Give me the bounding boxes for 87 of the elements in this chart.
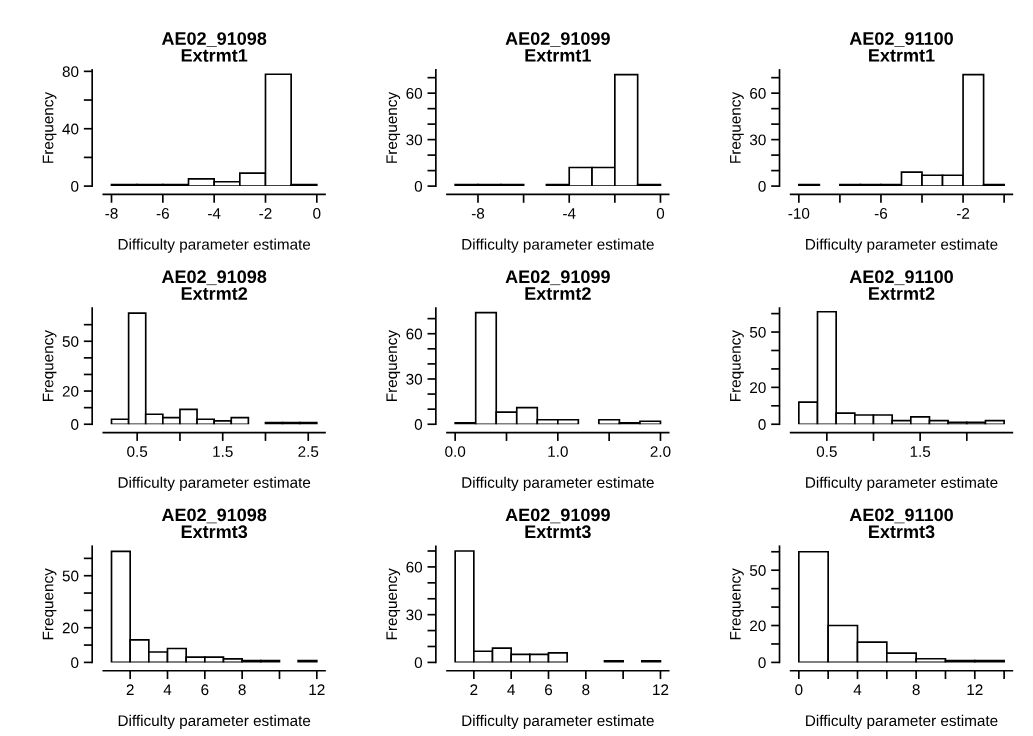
x-axis-title: Difficulty parameter estimate — [806, 476, 998, 491]
y-tick-label: 20 — [62, 622, 79, 634]
x-tick-label: 4 — [163, 684, 172, 695]
y-tick-label: 60 — [406, 561, 423, 573]
x-tick-label: -4 — [208, 208, 221, 219]
x-tick-label: 8 — [238, 684, 246, 696]
y-tick-label: 0 — [414, 180, 423, 192]
y-axis-title: Frequency — [730, 91, 744, 163]
y-tick-label: 50 — [749, 565, 766, 576]
x-tick-label: 0.0 — [445, 446, 466, 457]
y-tick-label: 0 — [71, 657, 79, 669]
x-tick-label: 4 — [507, 684, 515, 695]
y-axis-title: Frequency — [386, 91, 401, 163]
chart-title: AE02_91099 Extrmt2 — [505, 270, 610, 300]
y-tick-label: 30 — [406, 373, 423, 385]
y-tick-label: 30 — [406, 609, 423, 621]
y-tick-label: 0 — [71, 419, 79, 430]
x-tick-label: 0.5 — [816, 446, 837, 457]
x-axis-title: Difficulty parameter estimate — [462, 714, 654, 730]
x-tick-label: 12 — [653, 684, 669, 695]
x-tick-label: 12 — [309, 684, 325, 695]
y-axis-title: Frequency — [730, 330, 744, 401]
x-tick-label: -2 — [956, 208, 970, 219]
y-tick-label: 20 — [750, 382, 766, 394]
x-tick-label: 4 — [853, 684, 862, 695]
chart-title: AE02_91098 Extrmt1 — [161, 32, 267, 62]
y-tick-label: 0 — [414, 657, 423, 669]
x-tick-label: 1.5 — [910, 446, 931, 457]
y-axis-title: Frequency — [42, 330, 57, 401]
y-tick-label: 0 — [758, 657, 766, 669]
y-tick-label: 0 — [71, 180, 79, 192]
chart-title: AE02_91098 Extrmt2 — [161, 270, 267, 300]
y-axis-title: Frequency — [386, 568, 401, 640]
chart-title: AE02_91098 Extrmt3 — [161, 508, 267, 539]
x-tick-label: -8 — [105, 208, 118, 219]
chart-title: AE02_91099 Extrmt1 — [505, 32, 610, 62]
y-tick-label: 60 — [406, 328, 423, 340]
chart-title: AE02_91100 Extrmt2 — [849, 270, 953, 300]
x-tick-label: 6 — [201, 684, 209, 696]
x-axis-title: Difficulty parameter estimate — [806, 714, 998, 730]
y-tick-label: 0 — [414, 419, 423, 430]
y-tick-label: 20 — [62, 385, 79, 397]
y-tick-label: 50 — [62, 336, 79, 347]
x-tick-label: 12 — [967, 684, 983, 695]
chart-title: AE02_91099 Extrmt3 — [505, 508, 610, 539]
x-tick-label: 2.0 — [650, 446, 671, 457]
x-tick-label: 0 — [795, 684, 803, 696]
x-tick-label: -8 — [471, 208, 485, 219]
x-axis-title: Difficulty parameter estimate — [462, 238, 654, 253]
y-tick-label: 40 — [62, 123, 79, 135]
y-tick-label: 50 — [62, 570, 79, 582]
x-tick-label: 8 — [582, 684, 590, 696]
x-tick-label: 0 — [656, 208, 665, 219]
x-tick-label: 1.5 — [213, 446, 233, 457]
x-axis-title: Difficulty parameter estimate — [118, 476, 311, 491]
chart-title: AE02_91100 Extrmt3 — [849, 508, 953, 539]
x-tick-label: 6 — [545, 684, 553, 696]
x-axis-title: Difficulty parameter estimate — [806, 238, 998, 253]
y-tick-label: 60 — [750, 88, 766, 99]
x-tick-label: -4 — [563, 208, 576, 219]
x-tick-label: 1.0 — [548, 446, 568, 457]
x-tick-label: -6 — [874, 208, 888, 219]
y-tick-label: 0 — [758, 419, 766, 430]
y-tick-label: 30 — [749, 134, 766, 146]
x-tick-label: 2 — [126, 684, 134, 695]
x-tick-label: 0.5 — [127, 446, 148, 457]
y-tick-label: 60 — [406, 88, 423, 99]
y-axis-title: Frequency — [42, 568, 57, 640]
x-axis-title: Difficulty parameter estimate — [118, 714, 311, 730]
x-tick-label: 2.5 — [298, 446, 319, 457]
x-tick-label: 0 — [313, 208, 321, 219]
y-axis-title: Frequency — [386, 330, 401, 401]
x-tick-label: -6 — [156, 208, 169, 219]
x-axis-title: Difficulty parameter estimate — [462, 476, 654, 491]
x-tick-label: 8 — [912, 684, 920, 696]
y-axis-title: Frequency — [730, 568, 744, 640]
x-tick-label: -10 — [788, 208, 810, 219]
y-tick-label: 30 — [406, 134, 423, 146]
x-tick-label: -2 — [259, 208, 272, 219]
x-axis-title: Difficulty parameter estimate — [118, 238, 311, 253]
y-tick-label: 50 — [749, 326, 766, 338]
y-axis-title: Frequency — [42, 91, 57, 163]
y-tick-label: 0 — [758, 180, 766, 192]
y-tick-label: 20 — [750, 620, 766, 632]
y-tick-label: 80 — [62, 66, 79, 78]
chart-title: AE02_91100 Extrmt1 — [849, 32, 953, 62]
x-tick-label: 2 — [470, 684, 478, 695]
